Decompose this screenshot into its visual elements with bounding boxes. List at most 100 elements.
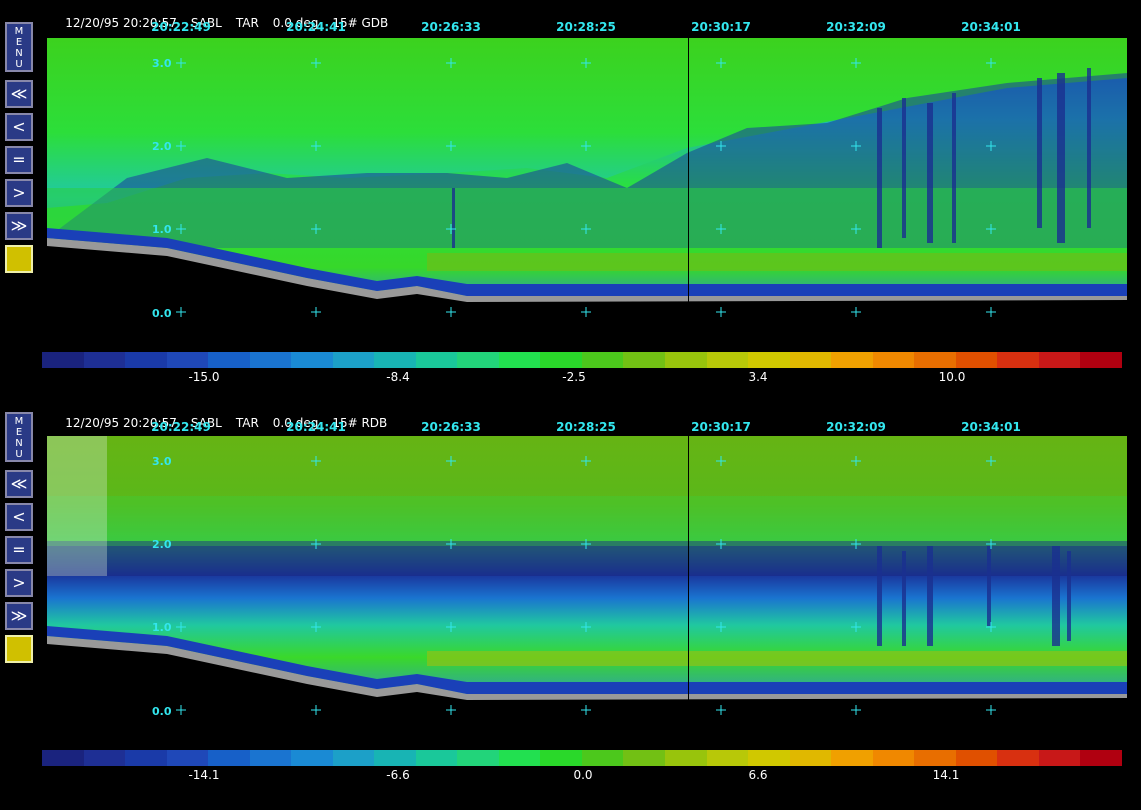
zero-marks (176, 705, 996, 715)
back-button[interactable]: < (5, 113, 33, 141)
panel-header: 12/20/95 20:20:57 SABL TAR 0.0 deg 15# RDB (50, 402, 401, 444)
colorbar-swatch (831, 750, 873, 766)
color-toggle-button[interactable] (5, 635, 33, 663)
colorbar-swatch (664, 352, 707, 368)
time-tick: 20:32:09 (826, 20, 886, 34)
time-cursor[interactable] (688, 38, 689, 308)
panel-rdb: 12/20/95 20:20:57 SABL TAR 0.0 deg 15# RDB 2… (0, 400, 1141, 810)
y-tick-label: 3.0 (152, 455, 172, 468)
colorbar-swatch (291, 352, 333, 368)
forward-button[interactable]: > (5, 179, 33, 207)
time-tick: 20:26:33 (421, 20, 481, 34)
colorbar-swatch (332, 750, 375, 766)
colorbar-swatch (789, 750, 832, 766)
equal-button[interactable]: = (5, 536, 33, 564)
fast-forward-button[interactable]: ≫ (5, 212, 33, 240)
colorbar-swatch (498, 750, 541, 766)
time-tick: 20:26:33 (421, 420, 481, 434)
equal-button[interactable]: = (5, 146, 33, 174)
colorbar-label: 6.6 (748, 768, 768, 782)
colorbar-label: 10.0 (938, 370, 966, 384)
header-product: 15# GDB (332, 16, 389, 30)
colorbar-label: -6.6 (386, 768, 410, 782)
colorbar-swatch (457, 352, 499, 368)
colorbar-swatch (1038, 750, 1081, 766)
time-tick: 20:30:17 (691, 20, 751, 34)
menu-button[interactable]: M E N U (5, 412, 33, 462)
menu-button[interactable]: M E N U (5, 22, 33, 72)
back-button[interactable]: < (5, 503, 33, 531)
colorbar-label: -15.0 (188, 370, 220, 384)
colorbar-swatch (540, 750, 582, 766)
menu-label: M E N U (14, 26, 24, 70)
fast-forward-button[interactable]: ≫ (5, 602, 33, 630)
time-tick: 20:28:25 (556, 420, 616, 434)
fast-back-button[interactable]: ≪ (5, 470, 33, 498)
time-cursor[interactable] (688, 436, 689, 706)
colorbar-label: 3.4 (748, 370, 768, 384)
panel-gdb: 12/20/95 20:20:57 SABL TAR 0.0 deg 15# GDB 2… (0, 0, 1141, 400)
time-tick: 20:30:17 (691, 420, 751, 434)
colorbar-swatch (208, 750, 250, 766)
color-toggle-button[interactable] (5, 245, 33, 273)
colorbar-swatch (249, 750, 292, 766)
colorbar-swatch (997, 352, 1039, 368)
time-tick: 20:22:49 (151, 20, 211, 34)
y-tick-label: 1.0 (152, 223, 172, 236)
colorbar-swatch (623, 352, 665, 368)
echogram-plot[interactable] (47, 436, 1127, 706)
time-tick: 20:34:01 (961, 20, 1021, 34)
colorbar-swatch (748, 750, 790, 766)
colorbar-swatch (872, 750, 915, 766)
colorbar-swatch (457, 750, 499, 766)
panel-header: 12/20/95 20:20:57 SABL TAR 0.0 deg 15# GDB (50, 2, 402, 44)
header-angle: 0.0 deg (272, 16, 319, 30)
header-site: SABL (190, 16, 222, 30)
colorbar-swatch (706, 352, 749, 368)
time-tick: 20:32:09 (826, 420, 886, 434)
colorbar-swatch (42, 352, 84, 368)
colorbar-swatch (1080, 352, 1122, 368)
colorbar (42, 352, 1122, 368)
colorbar-swatch (166, 352, 209, 368)
zero-marks (176, 307, 996, 317)
colorbar-swatch (291, 750, 333, 766)
colorbar-label: 14.1 (932, 768, 960, 782)
y-tick-label: 2.0 (152, 140, 172, 153)
colorbar-swatch (706, 750, 749, 766)
y-tick-label: 0.0 (152, 307, 172, 320)
echogram-plot[interactable] (47, 38, 1127, 308)
time-tick: 20:24:41 (286, 420, 346, 434)
colorbar-swatch (415, 352, 458, 368)
header-date-time: 12/20/95 20:20:57 (65, 16, 177, 30)
colorbar-swatch (748, 352, 790, 368)
colorbar-swatch (83, 750, 126, 766)
header-mode: TAR (235, 416, 259, 430)
colorbar-swatch (789, 352, 832, 368)
y-tick-label: 1.0 (152, 621, 172, 634)
colorbar (42, 750, 1122, 766)
time-tick: 20:28:25 (556, 20, 616, 34)
colorbar-swatch (42, 750, 84, 766)
colorbar-swatch (83, 352, 126, 368)
colorbar-swatch (498, 352, 541, 368)
time-tick: 20:34:01 (961, 420, 1021, 434)
colorbar-swatch (415, 750, 458, 766)
header-mode: TAR (235, 16, 259, 30)
time-tick: 20:22:49 (151, 420, 211, 434)
colorbar-swatch (249, 352, 292, 368)
fast-back-button[interactable]: ≪ (5, 80, 33, 108)
colorbar-swatch (581, 750, 624, 766)
colorbar-label: -2.5 (562, 370, 586, 384)
colorbar-swatch (540, 352, 582, 368)
forward-button[interactable]: > (5, 569, 33, 597)
echogram-image (47, 436, 1127, 706)
colorbar-swatch (332, 352, 375, 368)
colorbar-swatch (1038, 352, 1081, 368)
header-angle: 0.0 deg (272, 416, 319, 430)
colorbar-swatch (955, 352, 998, 368)
y-tick-label: 2.0 (152, 538, 172, 551)
colorbar-swatch (208, 352, 250, 368)
time-axis: 20:22:49 20:24:41 20:26:33 20:28:25 20:3… (0, 20, 1141, 34)
colorbar-swatch (125, 352, 167, 368)
